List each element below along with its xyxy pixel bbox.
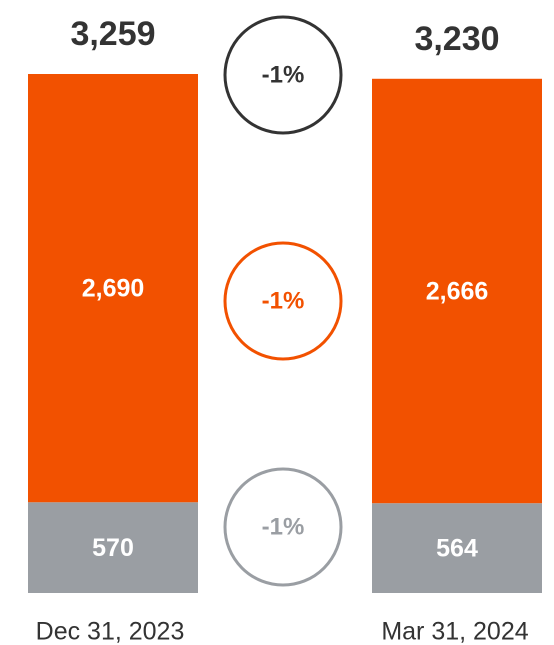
change-circle	[223, 15, 343, 135]
bar-segment	[372, 78, 542, 504]
total-label: 3,259	[70, 15, 155, 53]
change-label: -1%	[262, 61, 305, 88]
change-circle	[223, 467, 343, 587]
total-label: 3,230	[414, 20, 499, 58]
x-tick-label: Mar 31, 2024	[381, 618, 528, 645]
x-tick-label: Dec 31, 2023	[36, 618, 185, 645]
bar-segment	[372, 503, 542, 593]
segment-label: 564	[436, 535, 478, 563]
change-circle	[223, 241, 343, 361]
bar-segment	[28, 502, 198, 593]
change-label: -1%	[262, 287, 305, 314]
segment-label: 2,690	[82, 275, 145, 303]
bar-segment	[28, 74, 198, 503]
change-label: -1%	[262, 513, 305, 540]
segment-label: 570	[92, 534, 134, 562]
segment-label: 2,666	[426, 278, 489, 306]
